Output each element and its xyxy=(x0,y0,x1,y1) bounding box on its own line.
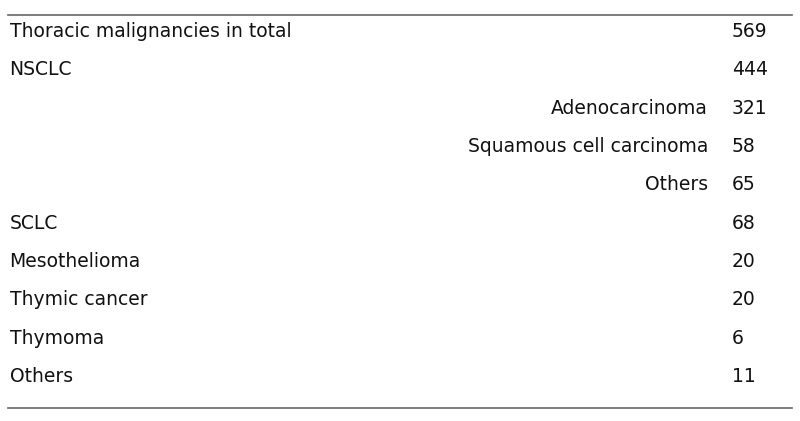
Text: Thymoma: Thymoma xyxy=(10,328,104,348)
Text: 20: 20 xyxy=(732,290,756,309)
Text: NSCLC: NSCLC xyxy=(10,60,72,80)
Text: Thymic cancer: Thymic cancer xyxy=(10,290,147,309)
Text: Others: Others xyxy=(645,175,708,195)
Text: 569: 569 xyxy=(732,22,768,41)
Text: 6: 6 xyxy=(732,328,744,348)
Text: Others: Others xyxy=(10,367,73,386)
Text: SCLC: SCLC xyxy=(10,213,58,233)
Text: 58: 58 xyxy=(732,137,756,156)
Text: 444: 444 xyxy=(732,60,768,80)
Text: 321: 321 xyxy=(732,99,768,118)
Text: 65: 65 xyxy=(732,175,756,195)
Text: 68: 68 xyxy=(732,213,756,233)
Text: Mesothelioma: Mesothelioma xyxy=(10,252,141,271)
Text: 11: 11 xyxy=(732,367,756,386)
Text: Squamous cell carcinoma: Squamous cell carcinoma xyxy=(468,137,708,156)
Text: Adenocarcinoma: Adenocarcinoma xyxy=(551,99,708,118)
Text: Thoracic malignancies in total: Thoracic malignancies in total xyxy=(10,22,291,41)
Text: 20: 20 xyxy=(732,252,756,271)
